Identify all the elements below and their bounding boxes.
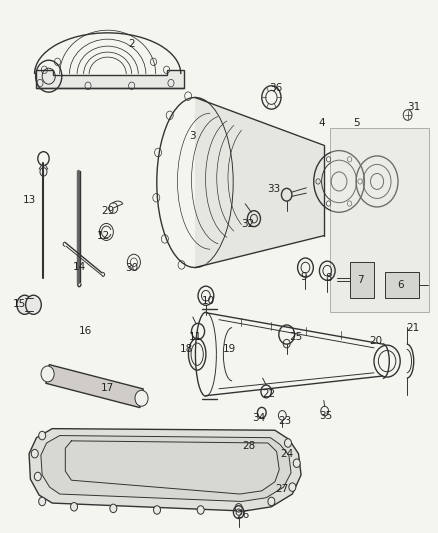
Circle shape <box>235 504 242 512</box>
Text: 17: 17 <box>101 383 114 393</box>
Circle shape <box>39 497 46 506</box>
Circle shape <box>285 439 291 447</box>
Polygon shape <box>385 272 419 298</box>
Circle shape <box>135 390 148 406</box>
Text: 6: 6 <box>397 280 403 290</box>
Text: 14: 14 <box>73 262 86 271</box>
Circle shape <box>25 295 41 314</box>
Text: 34: 34 <box>252 413 265 423</box>
Text: 8: 8 <box>325 273 332 283</box>
Text: 31: 31 <box>406 102 420 112</box>
Circle shape <box>71 503 78 511</box>
Circle shape <box>197 506 204 514</box>
Polygon shape <box>330 128 428 312</box>
Polygon shape <box>46 365 143 408</box>
Circle shape <box>153 506 160 514</box>
Text: 4: 4 <box>318 118 325 128</box>
Text: 25: 25 <box>289 332 302 342</box>
Text: 27: 27 <box>276 484 289 494</box>
Text: 11: 11 <box>188 332 201 342</box>
Text: 13: 13 <box>22 195 36 205</box>
Text: 23: 23 <box>278 416 291 426</box>
Circle shape <box>34 472 41 481</box>
Polygon shape <box>41 435 291 502</box>
Polygon shape <box>29 429 301 511</box>
Text: 36: 36 <box>269 83 283 93</box>
Circle shape <box>31 449 38 458</box>
Circle shape <box>289 483 296 491</box>
Text: 15: 15 <box>12 298 26 309</box>
Polygon shape <box>195 98 324 268</box>
Text: 7: 7 <box>357 275 364 285</box>
Circle shape <box>293 459 300 467</box>
Circle shape <box>110 504 117 513</box>
Text: 33: 33 <box>267 184 280 195</box>
Text: 29: 29 <box>101 206 114 216</box>
Circle shape <box>41 366 54 382</box>
Text: 22: 22 <box>263 389 276 399</box>
Text: 3: 3 <box>190 131 196 141</box>
Circle shape <box>17 295 32 314</box>
Text: 28: 28 <box>242 441 255 451</box>
Circle shape <box>39 431 46 440</box>
Polygon shape <box>35 70 184 88</box>
Text: 9: 9 <box>301 272 307 282</box>
Text: 24: 24 <box>280 449 293 458</box>
Text: 35: 35 <box>319 411 332 422</box>
Text: 26: 26 <box>237 510 250 520</box>
Polygon shape <box>350 262 374 298</box>
Text: 30: 30 <box>125 263 138 272</box>
Text: 12: 12 <box>97 231 110 241</box>
Text: 10: 10 <box>201 296 215 306</box>
Text: 21: 21 <box>406 322 420 333</box>
Text: 32: 32 <box>241 219 254 229</box>
Circle shape <box>268 497 275 506</box>
Text: 19: 19 <box>223 344 237 354</box>
Text: 16: 16 <box>79 326 92 336</box>
Text: 2: 2 <box>128 39 135 49</box>
Text: 20: 20 <box>370 336 383 346</box>
Text: 5: 5 <box>353 118 360 128</box>
Text: 18: 18 <box>180 344 193 354</box>
